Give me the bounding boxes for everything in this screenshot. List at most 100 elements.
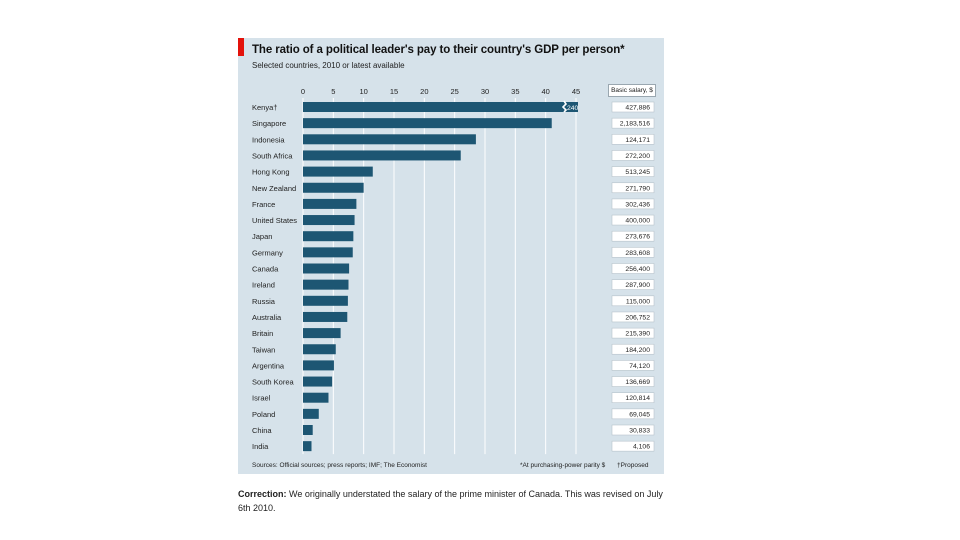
salary-value: 256,400 — [625, 266, 650, 273]
bar — [303, 392, 329, 403]
bar — [303, 344, 336, 355]
bar — [303, 134, 476, 145]
x-tick-label: 20 — [420, 87, 428, 96]
salary-cell — [611, 230, 655, 242]
labels-layer: 0 5 10 15 20 25 30 35 40 45 240 Kenya† 427,886 Singap… — [252, 87, 650, 451]
salary-cell — [611, 182, 655, 194]
category-label: Canada — [252, 265, 279, 274]
bar — [303, 360, 334, 371]
salary-value: 120,814 — [625, 395, 650, 402]
salary-value: 184,200 — [625, 347, 650, 354]
bar — [303, 215, 355, 226]
category-label: Australia — [252, 313, 282, 322]
category-label: China — [252, 426, 272, 435]
salary-cell — [611, 263, 655, 274]
bar-value-label: 240 — [567, 105, 579, 112]
salary-cell — [611, 408, 655, 420]
category-label: Taiwan — [252, 345, 275, 354]
salary-value: 513,245 — [625, 169, 650, 176]
salary-value: 69,045 — [629, 411, 650, 418]
correction-text: We originally understated the salary of … — [238, 489, 663, 513]
salary-value: 2,183,516 — [620, 121, 650, 128]
bar — [303, 247, 353, 258]
x-tick-label: 45 — [572, 87, 580, 96]
salary-cell — [611, 392, 655, 404]
x-tick-label: 30 — [481, 87, 489, 96]
salary-cell — [611, 327, 655, 339]
bar — [303, 376, 333, 387]
bar — [303, 182, 364, 193]
x-tick-label: 25 — [450, 87, 458, 96]
salary-cell — [611, 311, 655, 323]
salary-cell — [611, 214, 655, 226]
bar-break-marker — [561, 100, 568, 113]
sources-note: Sources: Official sources; press reports… — [252, 462, 427, 469]
red-accent-tab — [238, 38, 244, 56]
salary-cell — [611, 424, 655, 436]
bar — [303, 102, 578, 112]
category-label: Singapore — [252, 119, 286, 128]
category-label: Argentina — [252, 361, 285, 370]
salary-cell — [611, 360, 655, 371]
x-tick-label: 15 — [390, 87, 398, 96]
category-label: South Africa — [252, 151, 293, 160]
bar — [303, 150, 461, 161]
category-label: Britain — [252, 329, 273, 338]
category-label: India — [252, 442, 269, 451]
x-tick-label: 0 — [301, 87, 305, 96]
salary-cell — [611, 166, 655, 177]
salary-value: 215,390 — [625, 331, 650, 338]
salary-cell — [611, 150, 655, 161]
salary-cell — [611, 295, 655, 307]
category-label: Hong Kong — [252, 168, 290, 177]
category-label: Poland — [252, 410, 275, 419]
category-label: Indonesia — [252, 135, 285, 144]
bar — [303, 425, 313, 435]
bar — [303, 279, 349, 290]
bar — [303, 441, 312, 452]
salary-value: 302,436 — [625, 201, 650, 208]
salary-value: 124,171 — [625, 137, 650, 144]
bar — [303, 198, 357, 209]
salary-value: 427,886 — [625, 105, 650, 112]
salary-cell — [611, 279, 655, 290]
category-label: New Zealand — [252, 184, 296, 193]
x-tick-label: 40 — [541, 87, 549, 96]
salary-value: 4,106 — [633, 444, 650, 451]
salary-cell — [611, 198, 655, 210]
category-label: Russia — [252, 297, 276, 306]
salary-value: 206,752 — [625, 314, 650, 321]
salary-value: 272,200 — [625, 153, 650, 160]
bar — [303, 118, 552, 129]
category-label: Germany — [252, 248, 283, 257]
salary-cell — [611, 247, 655, 258]
correction-note: Correction: We originally understated th… — [238, 487, 668, 515]
salary-value: 271,790 — [625, 185, 650, 192]
bar — [303, 231, 354, 242]
bars-layer — [303, 100, 655, 452]
chart-title: The ratio of a political leader's pay to… — [252, 44, 625, 56]
category-label: United States — [252, 216, 297, 225]
proposed-footnote: †Proposed — [617, 462, 649, 469]
category-label: South Korea — [252, 378, 295, 387]
salary-value: 30,833 — [629, 428, 650, 435]
ppp-footnote: *At purchasing-power parity $ — [520, 462, 606, 469]
bar — [303, 263, 350, 274]
x-tick-label: 10 — [359, 87, 367, 96]
bar — [303, 328, 341, 339]
salary-value: 400,000 — [625, 218, 650, 225]
salary-column-header: Basic salary, $ — [608, 84, 656, 97]
correction-label: Correction: — [238, 489, 287, 499]
salary-cell — [611, 117, 655, 129]
salary-cell — [611, 376, 655, 387]
x-tick-label: 35 — [511, 87, 519, 96]
salary-cell — [611, 101, 655, 113]
bar — [303, 295, 348, 306]
salary-value: 136,669 — [625, 379, 650, 386]
category-label: France — [252, 200, 275, 209]
salary-value: 74,120 — [629, 363, 650, 370]
category-label: Kenya† — [252, 103, 277, 112]
x-tick-label: 5 — [331, 87, 335, 96]
salary-value: 283,608 — [625, 250, 650, 257]
salary-value: 273,676 — [625, 234, 650, 241]
